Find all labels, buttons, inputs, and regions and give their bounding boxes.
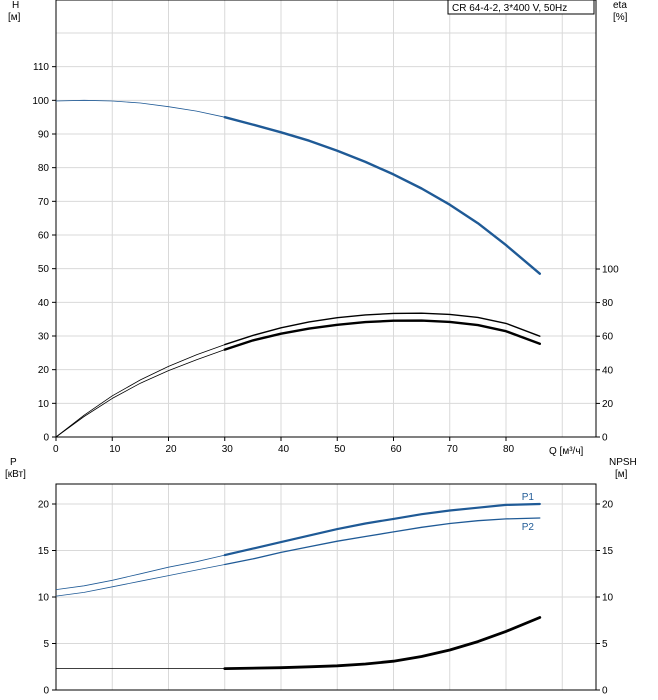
chart-title-box: CR 64-4-2, 3*400 V, 50Hz xyxy=(447,0,595,15)
top-right-axis-label: eta [%] xyxy=(613,0,628,23)
y-right-tick-label: 0 xyxy=(602,433,608,444)
x-tick-label: 80 xyxy=(503,444,515,455)
x-tick-label: 40 xyxy=(278,444,290,455)
x-tick-label: 60 xyxy=(391,444,403,455)
bottom-chart-series: P1 P2 xyxy=(55,492,542,670)
y-right-tick-label: 60 xyxy=(602,332,614,343)
bottom-right-axis-label: NPSH [м] xyxy=(609,457,637,480)
series-label: P2 xyxy=(522,522,535,533)
y-tick-label: 50 xyxy=(38,264,50,275)
y-tick-label: 0 xyxy=(43,433,49,444)
series-line xyxy=(223,502,541,557)
y-tick-label: 5 xyxy=(43,639,49,650)
axis-tick-labels: 0 10 20 30 40 50 60 70 8001020304050607080901001… xyxy=(32,62,619,696)
y-tick-label: 10 xyxy=(38,399,50,410)
series-line-thin xyxy=(55,349,225,438)
y-tick-label: 100 xyxy=(32,96,49,107)
y-right-tick-label: 0 xyxy=(602,686,608,697)
y-tick-label: 110 xyxy=(33,62,49,73)
x-tick-label: 20 xyxy=(166,444,178,455)
y-right-tick-label: 15 xyxy=(602,546,614,557)
y-right-tick-label: 20 xyxy=(602,399,614,410)
series-line-thin xyxy=(55,554,225,590)
x-axis-label: Q [м³/ч] xyxy=(549,446,584,457)
y-right-tick-label: 20 xyxy=(602,500,614,511)
series-line xyxy=(223,616,542,670)
series-line-thin xyxy=(55,344,225,438)
series-label: P1 xyxy=(522,492,535,503)
x-tick-label: 10 xyxy=(109,444,121,455)
y-tick-label: 60 xyxy=(38,230,50,241)
series-line-thin xyxy=(55,99,225,118)
top-plot-frame xyxy=(55,0,597,438)
y-tick-label: 20 xyxy=(38,500,50,511)
bottom-plot-frame xyxy=(55,483,597,691)
x-tick-label: 50 xyxy=(334,444,346,455)
series-line xyxy=(223,319,541,351)
bottom-chart-grid xyxy=(56,484,596,690)
y-tick-label: 70 xyxy=(38,197,50,208)
y-right-tick-label: 5 xyxy=(602,639,608,650)
y-right-tick-label: 100 xyxy=(602,265,619,276)
y-tick-label: 40 xyxy=(38,298,50,309)
series-line xyxy=(224,312,541,346)
top-chart-series xyxy=(55,99,541,438)
y-tick-label: 0 xyxy=(43,686,49,697)
top-chart-grid xyxy=(56,0,596,437)
y-right-tick-label: 10 xyxy=(602,593,614,604)
y-tick-label: 15 xyxy=(38,546,50,557)
top-y-axis-label: H [м] xyxy=(8,0,21,23)
y-tick-label: 80 xyxy=(38,163,50,174)
y-tick-label: 90 xyxy=(38,129,50,140)
y-right-tick-label: 40 xyxy=(602,365,614,376)
bottom-y-axis-label: P [кВт] xyxy=(5,457,26,480)
series-line-thin xyxy=(55,564,225,597)
chart-title: CR 64-4-2, 3*400 V, 50Hz xyxy=(452,3,567,14)
y-tick-label: 10 xyxy=(38,593,50,604)
series-line xyxy=(224,517,541,566)
y-right-tick-label: 80 xyxy=(602,298,614,309)
y-tick-label: 20 xyxy=(38,365,50,376)
x-tick-label: 30 xyxy=(222,444,234,455)
series-line xyxy=(223,115,541,275)
y-tick-label: 30 xyxy=(38,331,50,342)
x-tick-label: 70 xyxy=(447,444,459,455)
x-tick-label: 0 xyxy=(53,444,59,455)
